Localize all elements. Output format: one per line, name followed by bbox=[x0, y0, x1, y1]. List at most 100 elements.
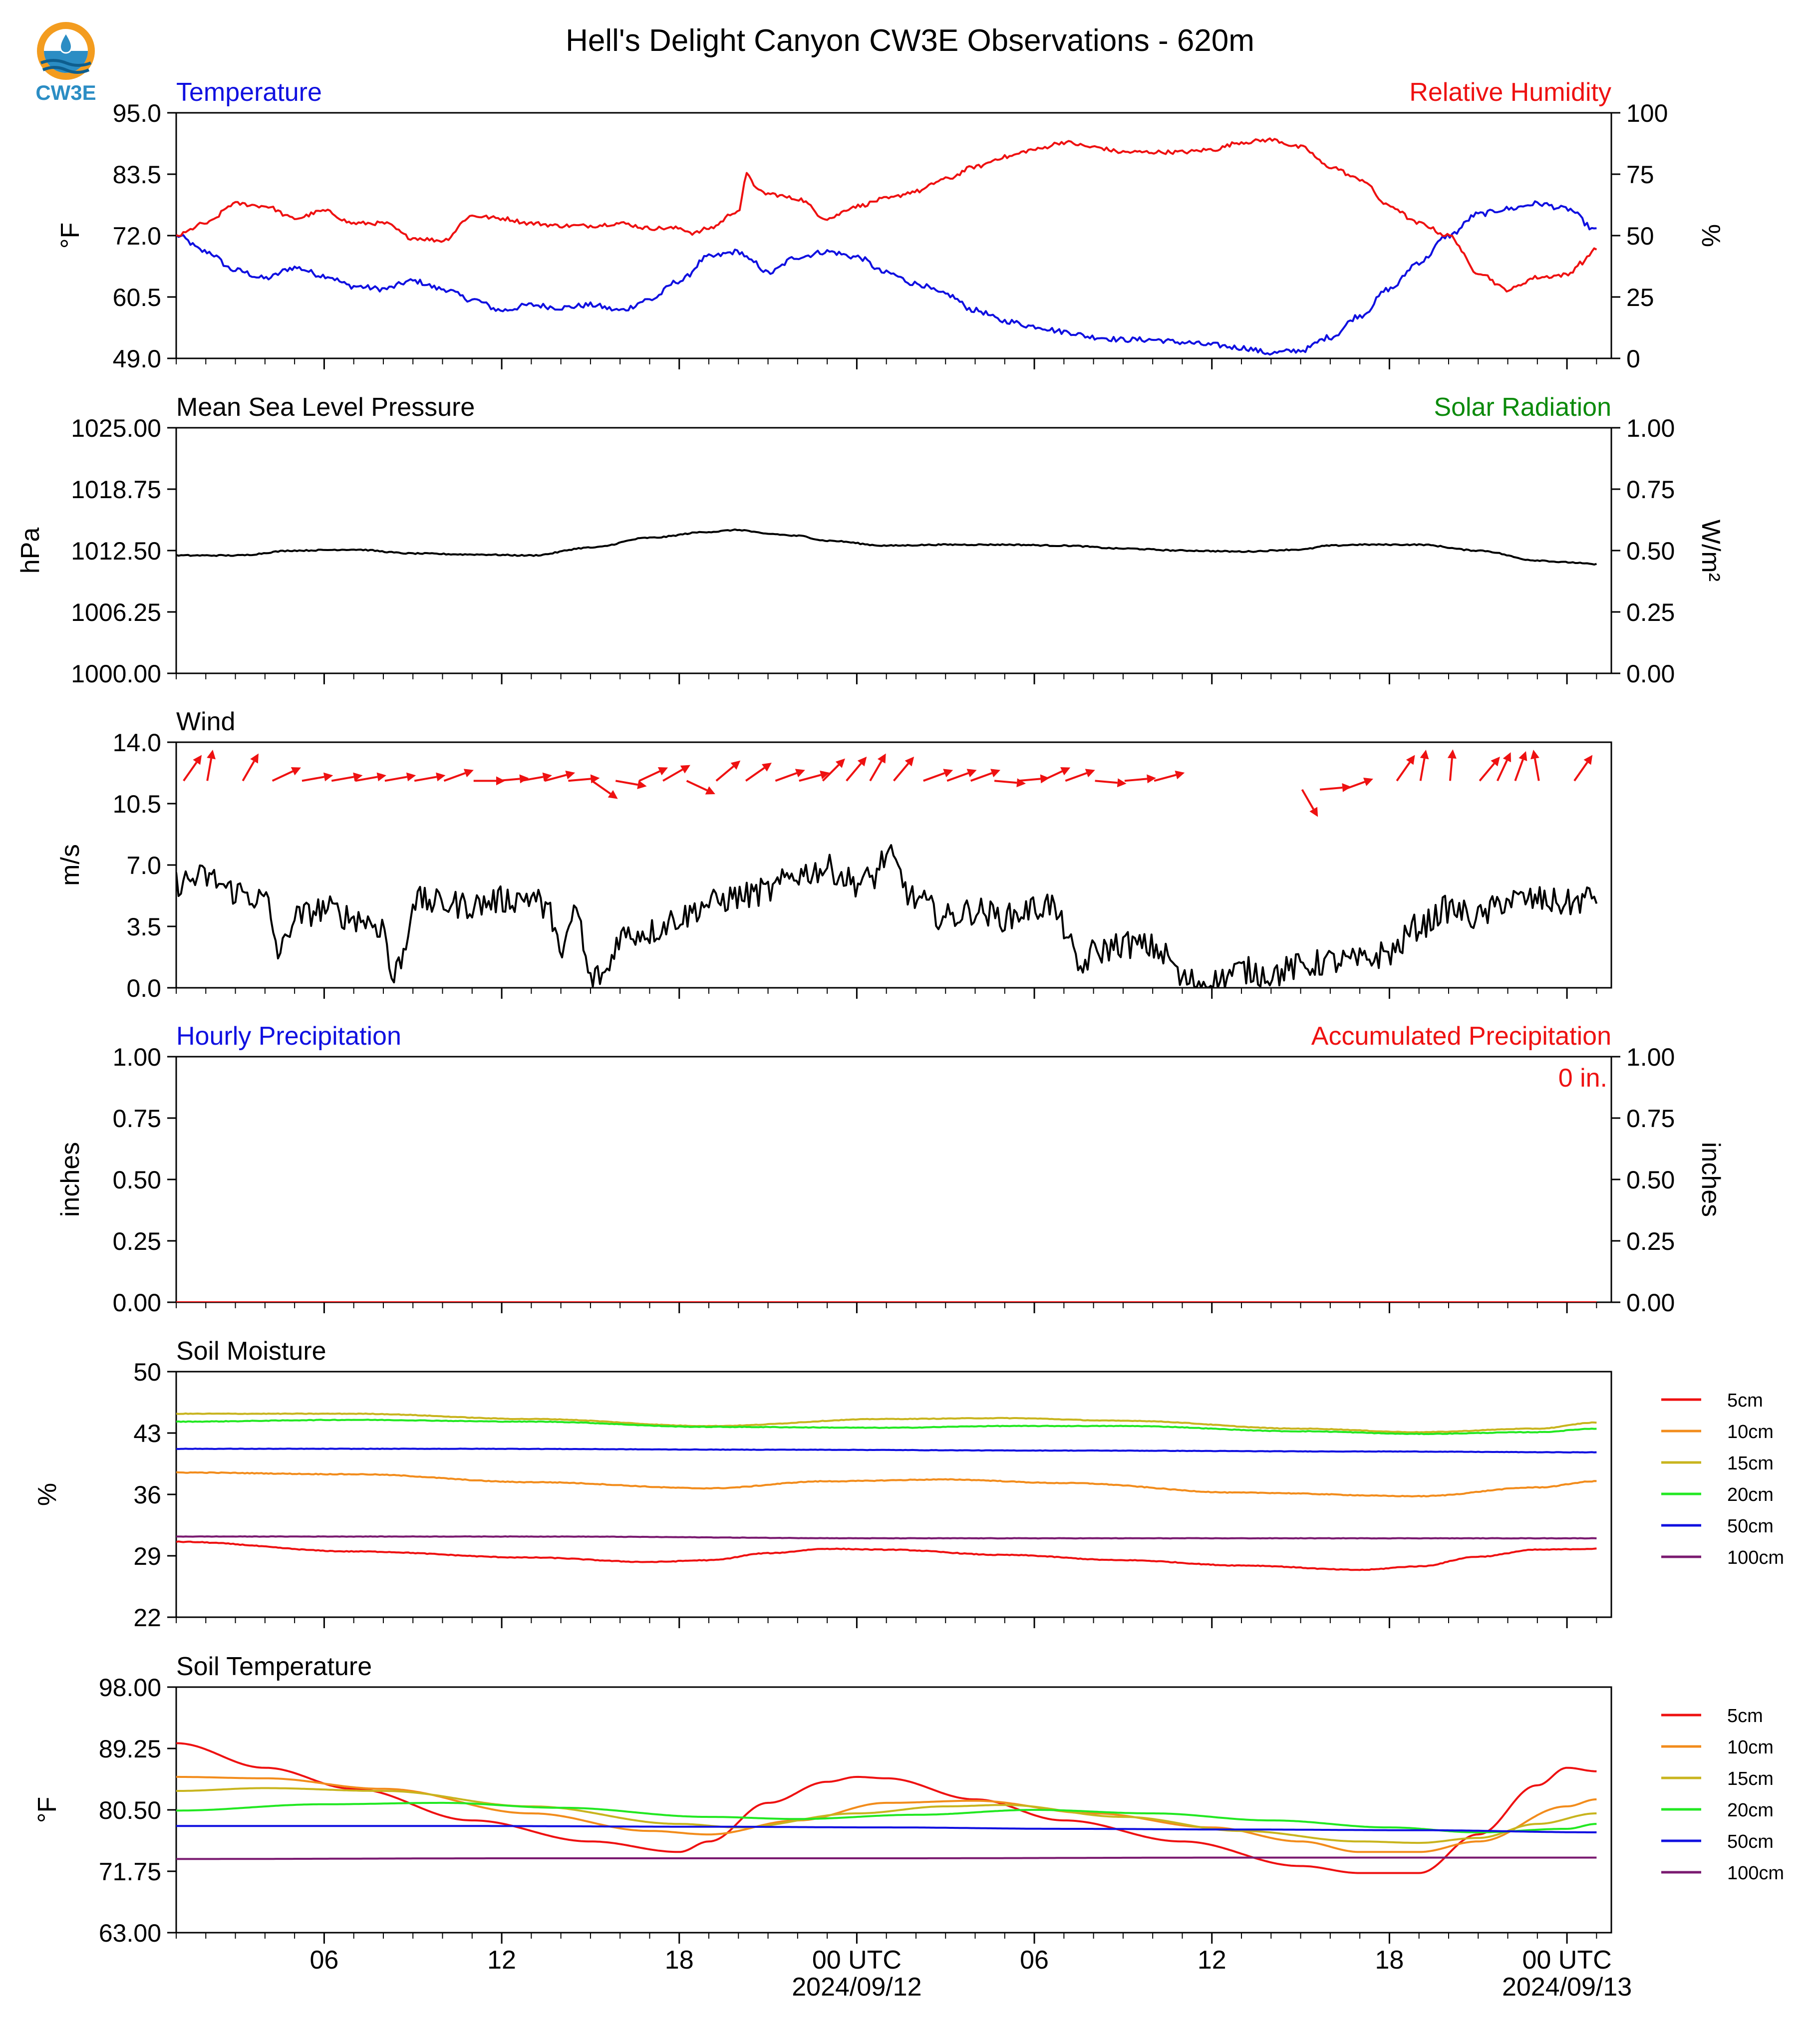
panel-left-title: Temperature bbox=[176, 78, 322, 107]
y2-tick-label: 0.75 bbox=[1626, 1105, 1675, 1133]
wind-arrow-shaft bbox=[1301, 789, 1314, 810]
wind-arrow-head bbox=[1518, 751, 1527, 761]
wind-arrow bbox=[591, 780, 618, 799]
wind-arrow-shaft bbox=[591, 780, 611, 795]
wind-arrow-head bbox=[542, 772, 552, 782]
panel-plot-area bbox=[176, 1412, 1597, 1571]
panel-left-title: Soil Moisture bbox=[176, 1337, 326, 1366]
y-tick-label: 7.0 bbox=[126, 852, 161, 879]
wind-arrow bbox=[1419, 750, 1429, 781]
wind-arrow-shaft bbox=[1041, 770, 1063, 782]
series-line-temp-rh-0 bbox=[176, 200, 1597, 356]
y-axis-label: inches bbox=[56, 1142, 85, 1217]
series-line-temp-rh-1 bbox=[176, 137, 1597, 292]
wind-arrow-head bbox=[1583, 755, 1593, 765]
y-tick-label: 80.50 bbox=[99, 1796, 161, 1824]
y2-tick-label: 0.50 bbox=[1626, 537, 1675, 565]
wind-arrow bbox=[970, 769, 1001, 782]
y-tick-label: 1000.00 bbox=[71, 660, 161, 688]
series-line-100cm bbox=[176, 1856, 1597, 1860]
wind-arrow-shaft bbox=[615, 780, 638, 786]
wind-arrow-shaft bbox=[662, 768, 683, 782]
panel-wind: Wind 0.0 3.5 7.0 10.5 14.0 m/s bbox=[56, 707, 1612, 1002]
wind-arrow-shaft bbox=[183, 762, 198, 782]
wind-arrow-head bbox=[730, 760, 741, 770]
wind-arrow bbox=[272, 767, 301, 782]
wind-arrow-head bbox=[463, 769, 474, 778]
y-tick-label: 72.0 bbox=[113, 222, 161, 250]
legend-entry: 15cm bbox=[1727, 1768, 1774, 1789]
y-tick-label: 3.5 bbox=[126, 913, 161, 941]
x-tick-label: 00 UTC bbox=[812, 1946, 902, 1975]
y-tick-label: 83.5 bbox=[113, 161, 161, 189]
legend: 5cm 10cm 15cm 20cm 50cm 100cm bbox=[1661, 1706, 1784, 1884]
wind-arrow-head bbox=[323, 772, 333, 782]
wind-arrow bbox=[1479, 756, 1500, 782]
wind-arrow-shaft bbox=[355, 776, 378, 782]
wind-arrow-head bbox=[637, 780, 647, 790]
wind-arrow-shaft bbox=[638, 770, 660, 782]
wind-arrow-shaft bbox=[568, 778, 591, 782]
legend-entry: 10cm bbox=[1727, 1422, 1774, 1443]
series-line-20cm bbox=[176, 1801, 1597, 1833]
panel-soil-temperature: Soil Temperature 63.00 71.75 80.50 89.25 98.0… bbox=[33, 1652, 1784, 1947]
wind-arrow-head bbox=[1447, 749, 1457, 759]
series-line-10cm bbox=[176, 1471, 1597, 1497]
x-date-label: 2024/09/13 bbox=[1502, 1973, 1632, 2002]
legend-entry: 50cm bbox=[1727, 1516, 1774, 1537]
wind-arrow-shaft bbox=[302, 776, 324, 782]
wind-arrow-shaft bbox=[443, 772, 466, 782]
wind-arrow-shaft bbox=[1396, 762, 1411, 782]
x-tick-label: 06 bbox=[1020, 1946, 1049, 1975]
wind-arrow bbox=[331, 772, 363, 782]
series-line-wind-0 bbox=[176, 844, 1598, 988]
wind-arrow bbox=[923, 769, 953, 782]
wind-arrow-shaft bbox=[1514, 759, 1524, 781]
legend: 5cm 10cm 15cm 20cm 50cm 100cm bbox=[1661, 1390, 1784, 1568]
wind-arrow bbox=[1301, 789, 1318, 817]
panel-left-title: Hourly Precipitation bbox=[176, 1022, 401, 1051]
wind-arrow-shaft bbox=[946, 772, 969, 782]
wind-arrow-head bbox=[607, 790, 618, 799]
wind-arrow-head bbox=[436, 772, 446, 782]
panel-right-title: Solar Radiation bbox=[1434, 393, 1611, 422]
wind-arrows bbox=[183, 749, 1593, 817]
legend-entry: 5cm bbox=[1727, 1706, 1763, 1727]
y-tick-label: 1025.00 bbox=[71, 414, 161, 442]
wind-arrow-shaft bbox=[994, 780, 1017, 784]
wind-arrow-head bbox=[1309, 807, 1318, 817]
legend-entry: 5cm bbox=[1727, 1390, 1763, 1411]
panel-plot-area bbox=[176, 137, 1597, 356]
wind-arrow-shaft bbox=[775, 772, 797, 782]
wind-arrow bbox=[1496, 752, 1512, 782]
y-tick-label: 50 bbox=[133, 1358, 161, 1386]
wind-arrow-shaft bbox=[869, 761, 883, 782]
y-tick-label: 1018.75 bbox=[71, 476, 161, 504]
y-axis-label: % bbox=[33, 1483, 62, 1506]
y2-tick-label: 25 bbox=[1626, 284, 1654, 311]
wind-arrow-shaft bbox=[686, 780, 708, 792]
wind-arrow-head bbox=[1503, 752, 1512, 763]
logo-text: CW3E bbox=[35, 81, 96, 104]
wind-arrow-head bbox=[1085, 769, 1095, 778]
wind-arrow bbox=[869, 753, 886, 782]
x-tick-label: 18 bbox=[1375, 1946, 1404, 1975]
y2-tick-label: 0.00 bbox=[1626, 660, 1675, 688]
legend-entry: 15cm bbox=[1727, 1453, 1774, 1474]
wind-arrow bbox=[1396, 755, 1415, 782]
y2-tick-label: 0.50 bbox=[1626, 1166, 1675, 1194]
y2-tick-label: 1.00 bbox=[1626, 1043, 1675, 1071]
wind-arrow-head bbox=[820, 770, 830, 780]
wind-arrow-shaft bbox=[1533, 758, 1540, 781]
wind-arrow-head bbox=[877, 753, 886, 764]
y-tick-label: 0.00 bbox=[113, 1289, 161, 1317]
wind-arrow-head bbox=[1363, 777, 1373, 786]
wind-arrow-head bbox=[1530, 750, 1539, 760]
wind-arrow-shaft bbox=[1319, 786, 1343, 791]
y-axis-label: °F bbox=[56, 223, 85, 249]
y2-tick-label: 100 bbox=[1626, 99, 1668, 127]
x-tick-label: 18 bbox=[665, 1946, 694, 1975]
y2-tick-label: 0.25 bbox=[1626, 1227, 1675, 1255]
logo-wave-2 bbox=[42, 66, 90, 74]
wind-arrow-shaft bbox=[497, 778, 520, 782]
